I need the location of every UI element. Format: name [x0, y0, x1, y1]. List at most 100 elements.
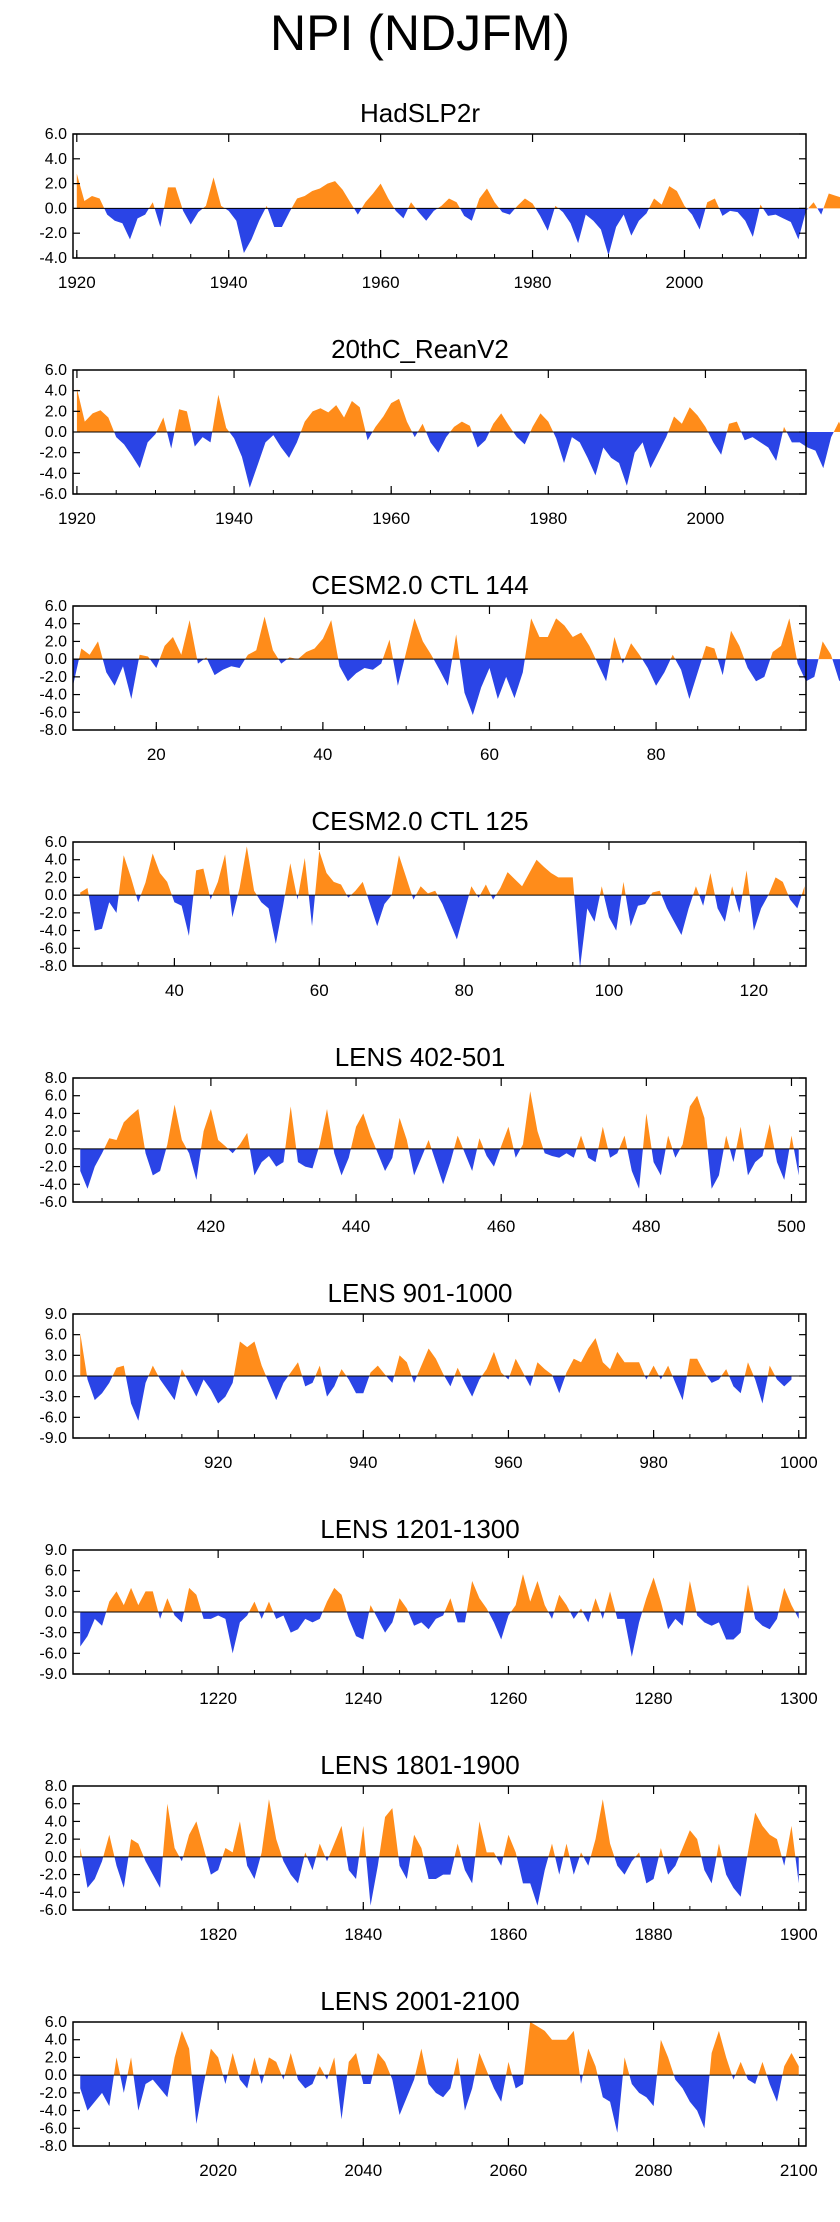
- x-tick-label: 1920: [58, 509, 96, 528]
- x-tick-label: 1260: [490, 1689, 528, 1708]
- x-tick-label: 940: [349, 1453, 377, 1472]
- y-tick-label: -2.0: [39, 1159, 67, 1176]
- y-tick-label: 4.0: [45, 2032, 67, 2049]
- x-tick-label: 1940: [215, 509, 253, 528]
- x-tick-label: 1820: [199, 1925, 237, 1944]
- y-tick-label: -2.0: [39, 905, 67, 922]
- x-tick-label: 20: [147, 745, 166, 764]
- x-tick-label: 2020: [199, 2161, 237, 2180]
- plot-frame: [72, 841, 807, 967]
- chart-title: LENS 402-501: [334, 1042, 506, 1072]
- chart-plot: -6.0-4.0-2.00.02.04.06.08.0 420 440 460 480 5…: [39, 1070, 807, 1236]
- plot-frame: [72, 1077, 807, 1203]
- y-tick-label: 0.0: [45, 2067, 67, 2084]
- x-tick-label: 1000: [780, 1453, 818, 1472]
- x-tick-label: 80: [455, 981, 474, 1000]
- x-tick-label: 1880: [635, 1925, 673, 1944]
- positive-area-series: [80, 846, 805, 896]
- y-tick-label: -2.0: [39, 2085, 67, 2102]
- chart-panel: LENS 1201-1300 -9.0 -6.0 -3.0 0.0 3.0 6.0 9.0 12…: [0, 1514, 840, 1750]
- chart-title: 20thC_ReanV2: [331, 334, 509, 364]
- y-tick-label: 3.0: [45, 1347, 67, 1364]
- x-tick-label: 1240: [344, 1689, 382, 1708]
- y-tick-label: -2.0: [39, 669, 67, 686]
- x-tick-label: 960: [494, 1453, 522, 1472]
- y-tick-label: 4.0: [45, 1813, 67, 1830]
- y-tick-label: 2.0: [45, 176, 67, 193]
- x-tick-label: 40: [313, 745, 332, 764]
- x-tick-label: 100: [595, 981, 623, 1000]
- y-tick-label: -6.0: [39, 2120, 67, 2137]
- chart-plot: -8.0-6.0-4.0-2.00.02.04.06.0 40 60 80 100 120: [39, 834, 807, 1000]
- x-tick-label: 40: [165, 981, 184, 1000]
- x-tick-label: 440: [342, 1217, 370, 1236]
- y-tick-label: 6.0: [45, 126, 67, 143]
- x-tick-label: 2100: [780, 2161, 818, 2180]
- y-tick-label: 3.0: [45, 1583, 67, 1600]
- chart-plot: -6.0 -4.0 -2.0 0.0 2.0 4.0 6.0 1920 1940 1960 1980…: [39, 362, 840, 528]
- y-tick-label: -3.0: [39, 1625, 67, 1642]
- x-tick-label: 1960: [362, 273, 400, 292]
- y-tick-label: 0.0: [45, 651, 67, 668]
- chart-title: CESM2.0 CTL 144: [311, 570, 529, 600]
- x-tick-label: 1840: [344, 1925, 382, 1944]
- positive-area-series: [80, 1799, 796, 1857]
- y-tick-label: 4.0: [45, 1105, 67, 1122]
- y-tick-label: 6.0: [45, 1563, 67, 1580]
- x-tick-label: 1980: [514, 273, 552, 292]
- chart-title: LENS 901-1000: [327, 1278, 513, 1308]
- x-tick-label: 1300: [780, 1689, 818, 1708]
- y-tick-label: -4.0: [39, 2103, 67, 2120]
- chart-panel: LENS 1801-1900 -6.0 -4.0 -2.0 0.0 2.0 4.0 6.0 8.…: [0, 1750, 840, 1986]
- chart-plot: -8.0-6.0-4.0-2.00.02.04.06.0 2020 2040 2060…: [39, 2014, 818, 2180]
- x-tick-label: 500: [777, 1217, 805, 1236]
- x-tick-label: 2000: [666, 273, 704, 292]
- y-tick-label: -8.0: [39, 722, 67, 739]
- chart-title: LENS 1801-1900: [320, 1750, 520, 1780]
- y-tick-label: 9.0: [45, 1542, 67, 1559]
- negative-area-series: [80, 2075, 783, 2133]
- y-tick-label: 0.0: [45, 1604, 67, 1621]
- y-tick-label: 2.0: [45, 403, 67, 420]
- x-tick-label: 60: [480, 745, 499, 764]
- x-tick-label: 460: [487, 1217, 515, 1236]
- y-tick-label: 2.0: [45, 869, 67, 886]
- y-tick-label: -6.0: [39, 1194, 67, 1211]
- chart-title: LENS 1201-1300: [320, 1514, 520, 1544]
- x-tick-label: 1900: [780, 1925, 818, 1944]
- y-tick-label: 0.0: [45, 1849, 67, 1866]
- x-tick-label: 480: [632, 1217, 660, 1236]
- x-tick-label: 420: [197, 1217, 225, 1236]
- y-tick-label: -2.0: [39, 225, 67, 242]
- y-tick-label: 4.0: [45, 151, 67, 168]
- x-tick-label: 980: [639, 1453, 667, 1472]
- y-tick-label: 2.0: [45, 1831, 67, 1848]
- negative-area-series: [81, 1856, 799, 1906]
- chart-title: CESM2.0 CTL 125: [311, 806, 529, 836]
- y-tick-label: 0.0: [45, 424, 67, 441]
- y-tick-label: 2.0: [45, 633, 67, 650]
- x-tick-label: 1940: [210, 273, 248, 292]
- y-tick-label: -6.0: [39, 486, 67, 503]
- y-tick-label: 4.0: [45, 383, 67, 400]
- y-tick-label: -4.0: [39, 923, 67, 940]
- negative-area-series: [86, 1376, 792, 1421]
- x-tick-label: 120: [740, 981, 768, 1000]
- chart-panel: CESM2.0 CTL 144 -8.0 -6.0 -4.0 -2.0 0.0 2.0 4.0…: [0, 570, 840, 806]
- y-tick-label: -2.0: [39, 1867, 67, 1884]
- y-tick-label: 2.0: [45, 2049, 67, 2066]
- y-tick-label: -9.0: [39, 1666, 67, 1683]
- negative-area-series: [114, 432, 834, 488]
- y-tick-label: 0.0: [45, 1141, 67, 1158]
- x-tick-label: 1860: [490, 1925, 528, 1944]
- y-tick-label: 6.0: [45, 2014, 67, 2031]
- y-tick-label: -6.0: [39, 1409, 67, 1426]
- chart-panel: CESM2.0 CTL 125 -8.0 -6.0 -4.0 -2.0 0.0 2.0 4.0…: [0, 806, 840, 1042]
- y-tick-label: -6.0: [39, 1902, 67, 1919]
- y-tick-label: 2.0: [45, 1123, 67, 1140]
- chart-panel: LENS 901-1000 -9.0 -6.0 -3.0 0.0 3.0 6.0 9.0 920…: [0, 1278, 840, 1514]
- chart-panel: HadSLP2r -4.0 -2.0 0.0 2.0 4.0 6.0 1920 1940 1960…: [0, 98, 840, 334]
- y-tick-label: -3.0: [39, 1389, 67, 1406]
- y-tick-label: 6.0: [45, 1796, 67, 1813]
- y-tick-label: -4.0: [39, 250, 67, 267]
